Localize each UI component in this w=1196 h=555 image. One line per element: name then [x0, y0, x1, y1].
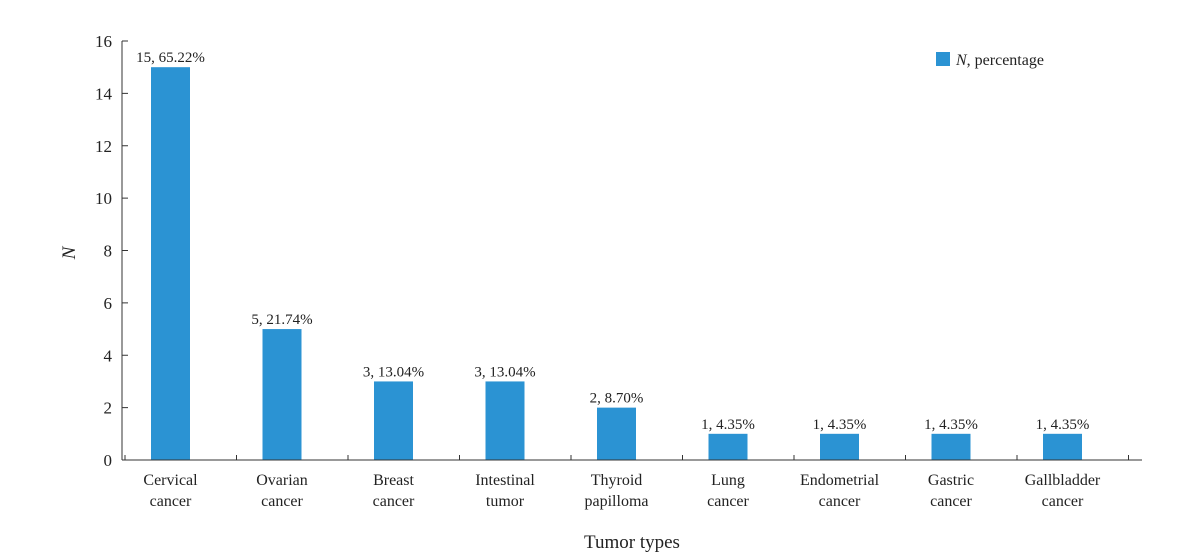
- y-tick-label: 0: [104, 451, 113, 470]
- bar: [931, 433, 971, 460]
- legend-label-italic: N: [955, 52, 968, 69]
- x-tick-label: Ovarian cancer: [256, 472, 308, 510]
- bars-layer: [151, 67, 1082, 460]
- data-label: 5, 21.74%: [251, 312, 312, 328]
- legend-label-rest: , percentage: [967, 52, 1044, 69]
- bar: [485, 381, 525, 460]
- y-tick-label: 12: [95, 137, 112, 156]
- x-tick-label: Lung cancer: [707, 472, 749, 510]
- x-tick-label: Breast cancer: [373, 472, 415, 510]
- data-label: 1, 4.35%: [1036, 417, 1090, 433]
- y-tick-label: 6: [104, 294, 113, 313]
- x-tick-label: Intestinal tumor: [475, 472, 535, 510]
- x-tick-label: Gallbladder cancer: [1025, 472, 1101, 510]
- bar: [374, 381, 413, 460]
- data-label: 1, 4.35%: [701, 417, 755, 433]
- legend-label: N, percentage: [955, 52, 1044, 69]
- y-tick-label: 16: [95, 32, 112, 51]
- x-tick-label: Cervical cancer: [143, 472, 198, 510]
- legend-swatch: [936, 52, 950, 66]
- y-tick-label: 2: [104, 399, 113, 418]
- y-tick-label: 4: [104, 346, 113, 365]
- data-label: 2, 8.70%: [590, 391, 644, 407]
- bar: [1043, 433, 1082, 460]
- bar: [708, 433, 748, 460]
- data-label: 3, 13.04%: [474, 364, 535, 380]
- y-tick-label: 14: [95, 84, 113, 103]
- legend: N, percentage: [936, 52, 1044, 69]
- bar: [597, 407, 636, 460]
- x-axis-title: Tumor types: [584, 532, 680, 553]
- data-label: 15, 65.22%: [136, 50, 205, 66]
- y-tick-label: 8: [104, 242, 113, 261]
- data-label: 1, 4.35%: [813, 417, 867, 433]
- bar: [151, 67, 190, 460]
- y-axis-title: N: [59, 245, 80, 260]
- bar: [820, 433, 859, 460]
- axes-layer: [121, 40, 1142, 461]
- y-tick-label: 10: [95, 189, 112, 208]
- data-label: 1, 4.35%: [924, 417, 978, 433]
- data-label: 3, 13.04%: [363, 364, 424, 380]
- x-tick-label: Thyroid papilloma: [585, 472, 649, 510]
- labels-layer: 15, 65.22%5, 21.74%3, 13.04% 3, 13.04%2, …: [95, 32, 1101, 510]
- x-tick-label: Gastric cancer: [928, 472, 974, 510]
- bar: [262, 329, 302, 460]
- x-tick-label: Endometrial cancer: [800, 472, 880, 510]
